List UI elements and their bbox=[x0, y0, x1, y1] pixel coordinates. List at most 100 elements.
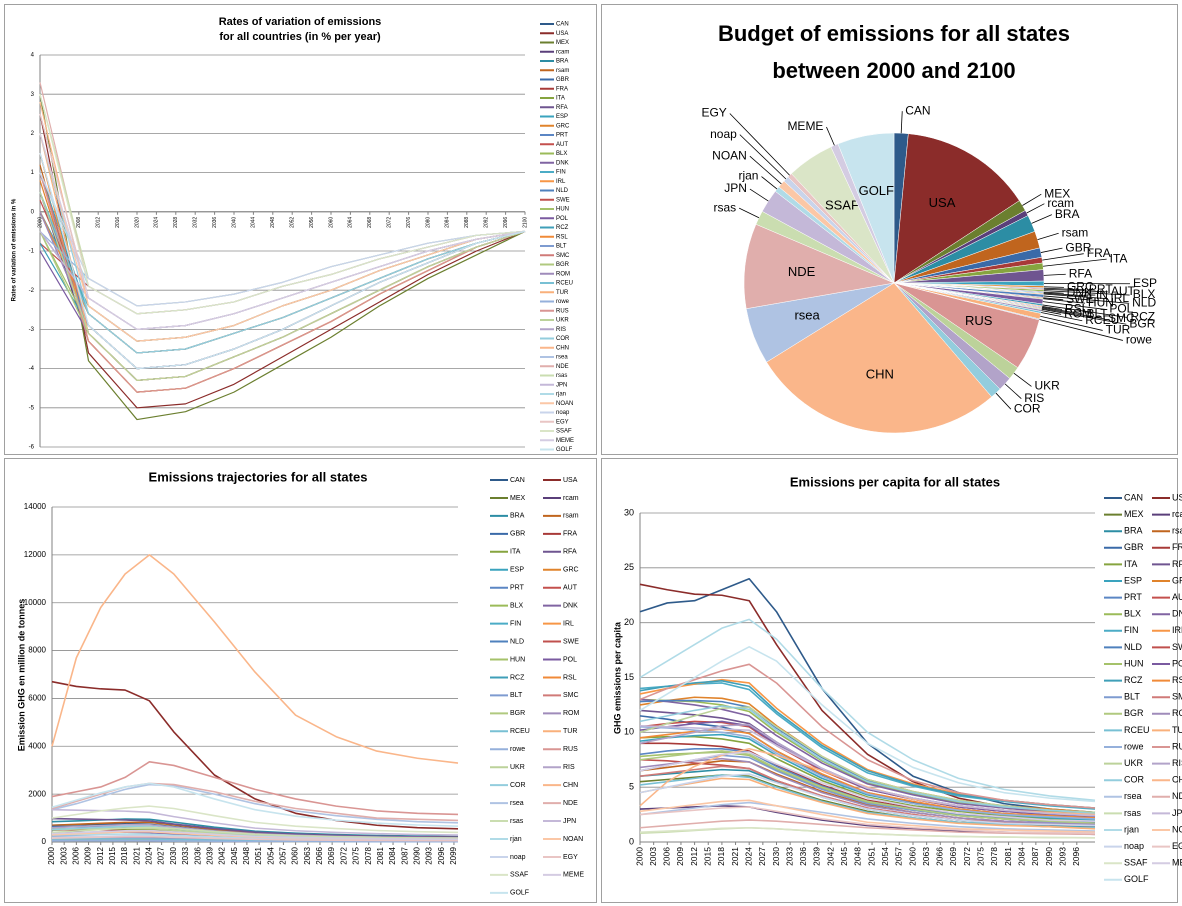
leader-line bbox=[826, 126, 835, 146]
series-line bbox=[639, 751, 1096, 822]
x-tick-label: 2072 bbox=[962, 847, 972, 866]
x-tick-label: 2054 bbox=[266, 846, 275, 864]
slice-label: rsas bbox=[713, 200, 736, 214]
x-tick-label: 2030 bbox=[169, 846, 178, 864]
legend-label: UKR bbox=[510, 764, 525, 771]
series-line bbox=[639, 706, 1096, 814]
x-tick-label: 2006 bbox=[662, 847, 672, 866]
x-tick-label: 2030 bbox=[771, 847, 781, 866]
legend-label: IRL bbox=[1172, 625, 1182, 635]
series-line bbox=[51, 782, 459, 828]
x-tick-label: 2080 bbox=[425, 217, 431, 228]
chart-title: Budget of emissions for all states bbox=[718, 21, 1070, 46]
series-line bbox=[39, 172, 526, 393]
series-line bbox=[639, 728, 1096, 819]
slice-label: RCEU bbox=[1085, 313, 1119, 327]
slice-label: rsea bbox=[794, 308, 820, 323]
y-axis-label: Emission GHG en million de tonnes bbox=[16, 599, 26, 752]
x-tick-label: 2066 bbox=[315, 846, 324, 864]
legend-label: GRC bbox=[563, 567, 579, 574]
leader-line bbox=[1040, 315, 1103, 331]
legend-label: SMC bbox=[563, 692, 579, 699]
slice-label: rjan bbox=[738, 169, 758, 183]
legend-label: noap bbox=[1124, 841, 1144, 851]
x-tick-label: 2076 bbox=[406, 217, 412, 228]
chart-title: between 2000 and 2100 bbox=[772, 58, 1015, 83]
x-tick-label: 2099 bbox=[449, 846, 458, 864]
x-tick-label: 2000 bbox=[37, 217, 43, 228]
legend-label: USA bbox=[1172, 492, 1182, 502]
legend-label: NDE bbox=[563, 800, 578, 807]
y-tick-label: 4 bbox=[31, 53, 35, 59]
slice-label: rowe bbox=[1126, 333, 1152, 347]
y-tick-label: 2000 bbox=[28, 789, 46, 798]
leader-line bbox=[900, 111, 903, 134]
slice-label: NDE bbox=[788, 264, 816, 279]
legend-label: ESP bbox=[556, 114, 568, 120]
legend-label: rsam bbox=[556, 68, 569, 74]
x-tick-label: 2090 bbox=[413, 846, 422, 864]
legend-label: BRA bbox=[556, 59, 568, 65]
legend-label: RUS bbox=[563, 746, 578, 753]
legend-label: MEME bbox=[1172, 858, 1182, 868]
slice-label: HUN bbox=[1088, 295, 1114, 309]
pie-slice bbox=[837, 132, 895, 284]
chart-title: Emissions per capita for all states bbox=[790, 474, 1000, 489]
y-tick-label: -2 bbox=[29, 288, 35, 294]
leader-line bbox=[739, 134, 787, 180]
legend-label: ROM bbox=[1172, 708, 1182, 718]
legend-label: JPN bbox=[563, 818, 576, 825]
x-tick-label: 2033 bbox=[784, 847, 794, 866]
legend-label: UKR bbox=[1124, 758, 1144, 768]
leader-line bbox=[1041, 310, 1062, 315]
legend-label: rjan bbox=[510, 836, 522, 843]
series-line bbox=[51, 829, 459, 841]
y-tick-label: -1 bbox=[29, 249, 35, 255]
legend-label: MEX bbox=[556, 40, 569, 46]
legend-label: JPN bbox=[556, 382, 567, 388]
legend-label: rowe bbox=[1124, 741, 1144, 751]
legend-label: SSAF bbox=[510, 872, 528, 879]
series-line bbox=[51, 680, 459, 830]
legend-label: BGR bbox=[510, 710, 525, 717]
slice-label: RIS bbox=[1024, 391, 1044, 405]
x-tick-label: 2039 bbox=[205, 846, 214, 864]
x-tick-label: 2087 bbox=[1030, 847, 1040, 866]
x-tick-label: 2069 bbox=[327, 846, 336, 864]
legend-label: SMC bbox=[556, 253, 570, 259]
series-line bbox=[639, 777, 1096, 830]
legend-label: rsea bbox=[1124, 791, 1142, 801]
legend-label: EGY bbox=[1172, 841, 1182, 851]
legend-label: ESP bbox=[1124, 575, 1142, 585]
series-line bbox=[639, 773, 1096, 827]
legend-label: DNK bbox=[556, 160, 569, 166]
legend-label: HUN bbox=[510, 656, 525, 663]
legend-label: MEME bbox=[563, 872, 584, 879]
legend-label: ITA bbox=[1124, 559, 1137, 569]
x-tick-label: 2048 bbox=[270, 217, 276, 228]
legend-label: GOLF bbox=[510, 890, 529, 897]
x-tick-label: 2072 bbox=[339, 846, 348, 864]
x-tick-label: 2100 bbox=[522, 217, 528, 228]
series-line bbox=[639, 774, 1096, 829]
slice-label: GOLF bbox=[859, 183, 894, 198]
legend-label: FRA bbox=[1172, 542, 1182, 552]
legend-label: AUT bbox=[556, 142, 568, 148]
slice-label: CAN bbox=[905, 103, 930, 117]
legend-label: RCEU bbox=[556, 281, 573, 287]
legend-label: GBR bbox=[510, 531, 525, 538]
leader-line bbox=[749, 188, 769, 202]
legend-label: rcam bbox=[563, 495, 579, 502]
legend-label: ITA bbox=[556, 96, 565, 102]
slice-label: SSAF bbox=[825, 197, 859, 212]
series-line bbox=[51, 817, 459, 839]
legend-label: MEX bbox=[1124, 509, 1144, 519]
legend-label: RSL bbox=[563, 674, 577, 681]
series-line bbox=[39, 133, 526, 342]
chart-title: for all countries (in % per year) bbox=[219, 31, 381, 43]
y-tick-label: 20 bbox=[624, 617, 634, 627]
slice-label: EGY bbox=[701, 106, 726, 120]
x-tick-label: 2009 bbox=[84, 846, 93, 864]
legend-label: rsas bbox=[510, 818, 524, 825]
slice-label: RFA bbox=[1069, 266, 1092, 280]
